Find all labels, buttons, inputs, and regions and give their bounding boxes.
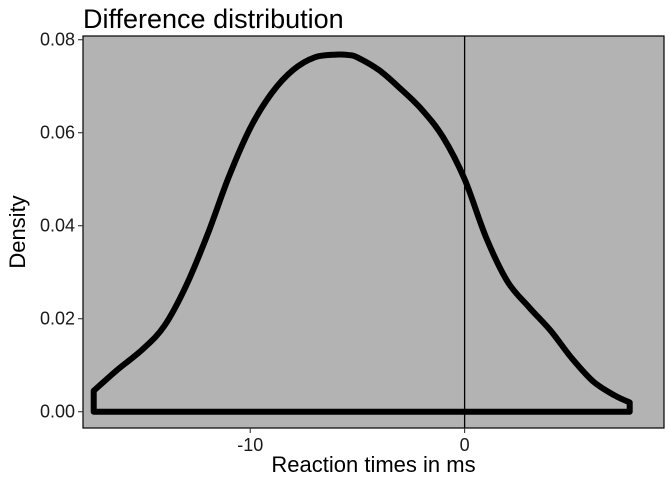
- y-axis-title: Density: [5, 195, 30, 268]
- x-tick-label: 0: [460, 435, 470, 455]
- x-tick-label: -10: [237, 435, 263, 455]
- density-curve: [90, 51, 633, 415]
- y-axis: 0.00 0.02 0.04 0.06 0.08: [40, 30, 83, 422]
- x-axis: -10 0: [237, 428, 470, 455]
- y-tick-label: 0.06: [40, 123, 75, 143]
- y-tick-label: 0.04: [40, 216, 75, 236]
- x-axis-title: Reaction times in ms: [271, 452, 475, 477]
- y-tick-label: 0.02: [40, 309, 75, 329]
- y-tick-label: 0.08: [40, 30, 75, 50]
- y-tick-label: 0.00: [40, 402, 75, 422]
- plot-panel: [82, 35, 665, 429]
- chart-title: Difference distribution: [83, 4, 344, 34]
